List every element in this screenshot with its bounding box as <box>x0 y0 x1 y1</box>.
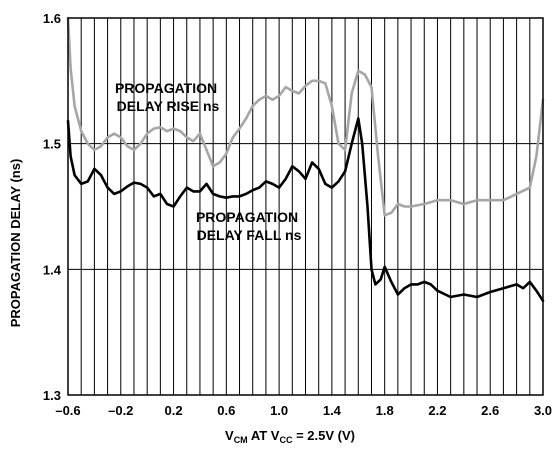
x-tick-label: 0.2 <box>165 403 183 418</box>
rise-series-label: PROPAGATION DELAY RISE ns <box>115 80 221 114</box>
fall-delay-line <box>66 117 545 303</box>
x-tick-label: 1.4 <box>323 403 342 418</box>
grid <box>68 18 543 395</box>
x-axis-title: VCM AT VCC = 2.5V (V) <box>225 428 355 445</box>
y-tick-label: 1.5 <box>43 137 61 152</box>
x-tick-label: –0.6 <box>55 403 80 418</box>
fall-series-label-line1: PROPAGATION <box>196 209 298 225</box>
series-layer <box>66 16 545 303</box>
rise-series-label-line1: PROPAGATION <box>115 80 217 96</box>
x-axis-title-cm-subscript: CM <box>234 435 248 445</box>
y-axis-title: PROPAGATION DELAY (ns) <box>8 159 23 328</box>
x-axis-title-mid: AT V <box>248 428 280 443</box>
x-tick-label: 1.8 <box>376 403 394 418</box>
rise-series-label-line2: DELAY RISE ns <box>117 98 220 114</box>
x-axis-title-tail: = 2.5V (V) <box>292 428 355 443</box>
fall-series-label: PROPAGATION DELAY FALL ns <box>196 209 302 243</box>
x-axis-title-v: V <box>225 428 234 443</box>
y-tick-labels: 1.3 1.4 1.5 1.6 <box>43 11 62 403</box>
fall-series-label-line2: DELAY FALL ns <box>197 227 302 243</box>
plot-frame <box>67 17 544 396</box>
x-axis-title-cc-subscript: CC <box>279 435 292 445</box>
x-tick-labels: –0.6 –0.2 0.2 0.6 1.0 1.4 1.8 2.2 2.6 3.0 <box>55 403 552 418</box>
x-tick-label: 1.0 <box>270 403 288 418</box>
y-tick-label: 1.3 <box>43 388 61 403</box>
x-tick-label: 2.2 <box>428 403 446 418</box>
x-tick-label: –0.2 <box>108 403 133 418</box>
x-tick-label: 2.6 <box>481 403 499 418</box>
x-tick-label: 0.6 <box>217 403 235 418</box>
y-tick-label: 1.6 <box>43 11 61 26</box>
y-tick-label: 1.4 <box>43 262 62 277</box>
rise-delay-line <box>66 16 545 217</box>
x-tick-label: 3.0 <box>534 403 552 418</box>
